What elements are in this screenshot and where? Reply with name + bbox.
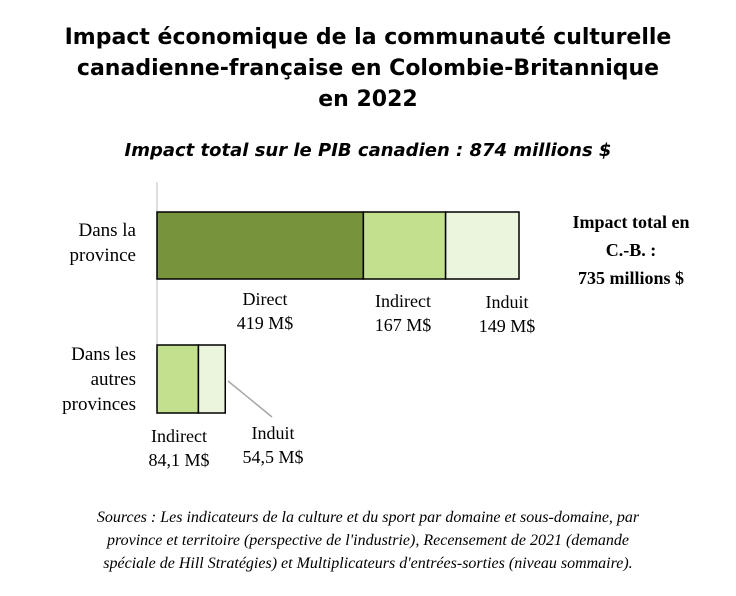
data-label-induit-province: Induit 149 M$ xyxy=(452,290,562,338)
data-label-value: 419 M$ xyxy=(236,313,294,333)
data-label-indirect-other: Indirect 84,1 M$ xyxy=(124,424,234,472)
chart-subtitle: Impact total sur le PIB canadien : 874 m… xyxy=(124,140,612,161)
total-impact-annotation: Impact total en C.-B. : 735 millions $ xyxy=(548,208,714,292)
bar-induit-0 xyxy=(444,211,520,280)
data-label-induit-other: Induit 54,5 M$ xyxy=(218,421,328,469)
annotation-line: Impact total en xyxy=(572,212,690,232)
induit-leader-line xyxy=(227,380,273,418)
chart-title: Impact économique de la communauté cultu… xyxy=(0,22,736,115)
data-label-value: 149 M$ xyxy=(478,316,536,336)
category-label-line: Dans la xyxy=(78,220,136,241)
data-label-series: Direct xyxy=(242,289,288,309)
bars xyxy=(156,211,520,414)
sources-line: province et territoire (perspective de l… xyxy=(106,532,630,549)
data-label-series: Indirect xyxy=(375,291,431,311)
data-label-series: Indirect xyxy=(151,426,207,446)
category-label-other-provinces: Dans les autres provinces xyxy=(30,342,136,417)
bar-indirect-0 xyxy=(362,211,447,280)
bar-indirect-1 xyxy=(156,344,200,414)
annotation-line: 735 millions $ xyxy=(577,268,684,288)
data-label-value: 84,1 M$ xyxy=(148,450,210,470)
category-label-line: province xyxy=(69,245,136,266)
chart-title-line: en 2022 xyxy=(318,87,418,112)
sources-line: spéciale de Hill Stratégies) et Multipli… xyxy=(103,555,633,572)
data-label-indirect-province: Indirect 167 M$ xyxy=(348,289,458,337)
data-label-direct-province: Direct 419 M$ xyxy=(210,287,320,335)
category-label-line: Dans les xyxy=(71,344,136,365)
data-label-value: 54,5 M$ xyxy=(242,447,304,467)
category-label-line: provinces xyxy=(62,394,136,415)
chart-title-line: Impact économique de la communauté cultu… xyxy=(64,25,672,50)
chart-title-line: canadienne-française en Colombie-Britann… xyxy=(76,56,660,81)
category-label-in-province: Dans la province xyxy=(40,218,136,268)
bar-direct-0 xyxy=(156,211,365,280)
category-label-line: autres xyxy=(90,369,136,390)
sources-note: Sources : Les indicateurs de la culture … xyxy=(30,506,706,575)
data-label-value: 167 M$ xyxy=(374,315,432,335)
data-label-series: Induit xyxy=(251,423,295,443)
data-label-series: Induit xyxy=(485,292,529,312)
bar-induit-1 xyxy=(197,344,227,414)
sources-line: Sources : Les indicateurs de la culture … xyxy=(96,509,640,526)
annotation-line: C.-B. : xyxy=(605,240,657,260)
